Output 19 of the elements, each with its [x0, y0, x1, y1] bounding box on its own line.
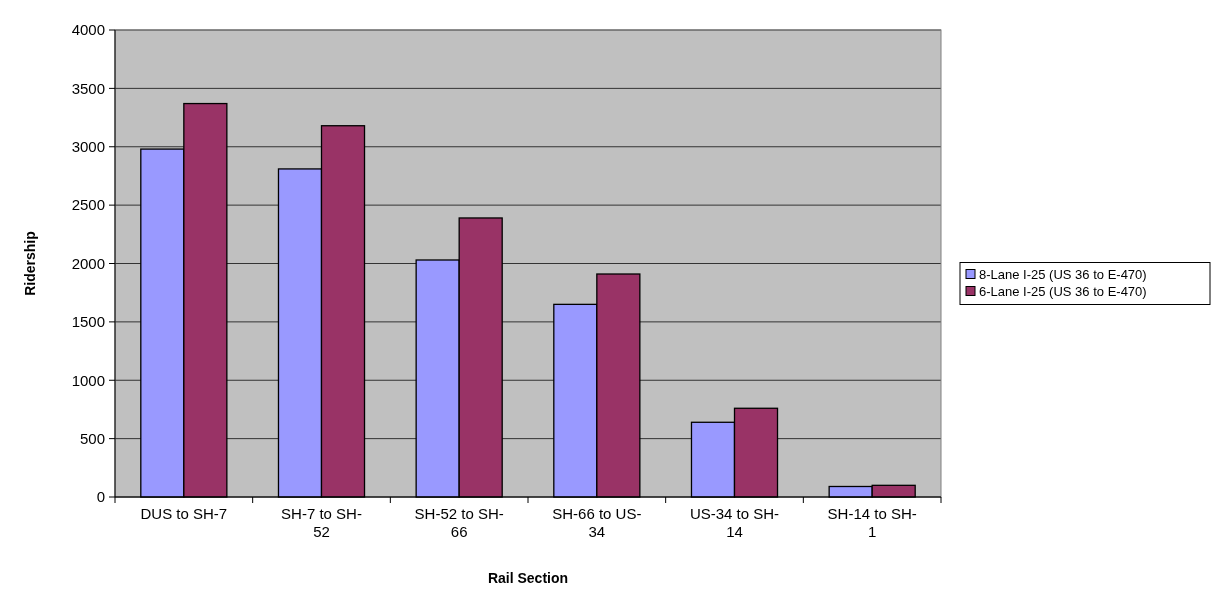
legend-label: 8-Lane I-25 (US 36 to E-470)	[979, 267, 1147, 283]
y-tick-label: 2500	[71, 196, 105, 214]
y-axis-title: Ridership	[22, 231, 38, 296]
x-axis-title: Rail Section	[487, 570, 569, 586]
x-tick-label: SH-7 to SH-52	[281, 505, 362, 540]
y-tick-label: 3500	[71, 79, 105, 97]
y-tick-label: 4000	[71, 21, 105, 39]
x-tick-label: SH-66 to US-34	[552, 505, 642, 540]
y-tick-label: 2000	[71, 254, 105, 272]
x-tick-label: SH-52 to SH-66	[414, 505, 504, 540]
y-tick-label: 0	[96, 488, 105, 506]
y-tick-label: 500	[79, 429, 105, 447]
x-tick-label: US-34 to SH-14	[689, 505, 780, 540]
x-tick-label: DUS to SH-7	[140, 505, 228, 522]
y-tick-label: 1500	[71, 313, 105, 331]
legend-label: 6-Lane I-25 (US 36 to E-470)	[979, 284, 1147, 300]
y-tick-label: 1000	[71, 371, 105, 389]
y-tick-label: 3000	[71, 138, 105, 155]
x-tick-label: SH-14 to SH-1	[827, 505, 917, 540]
